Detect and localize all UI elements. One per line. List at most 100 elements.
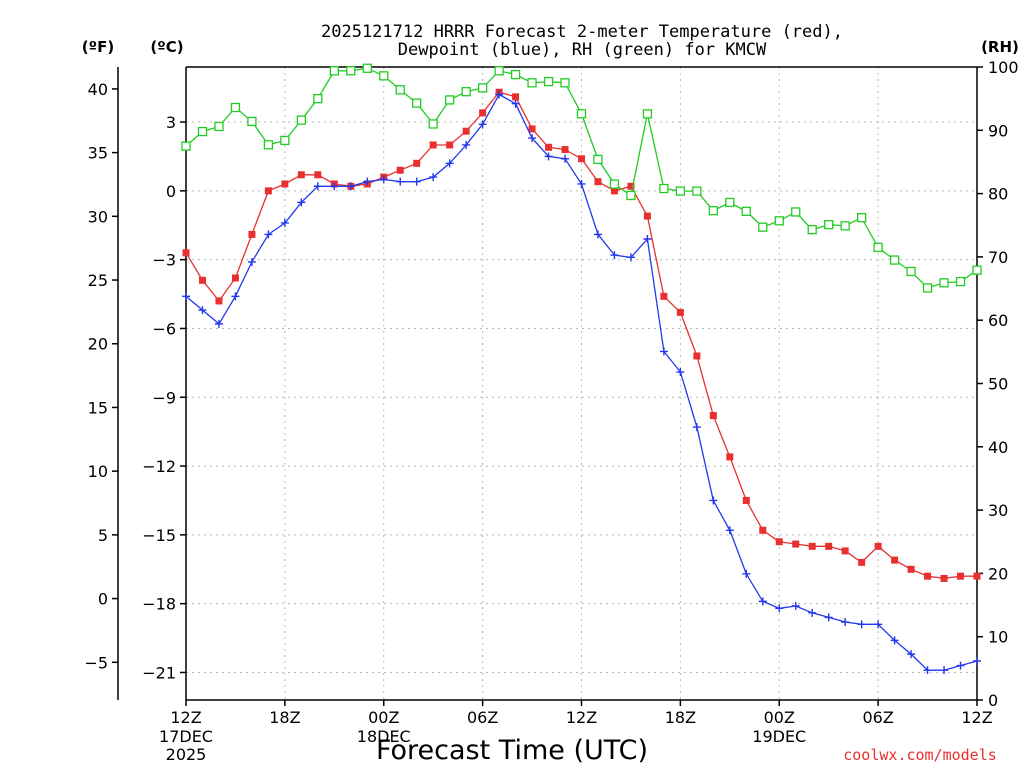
dewpoint-point — [940, 666, 949, 675]
dewpoint-point — [478, 120, 487, 129]
celsius-tick-label: 3 — [166, 113, 176, 132]
temperature-point — [446, 141, 454, 149]
rh-point — [445, 95, 455, 105]
celsius-tick-label: 0 — [166, 182, 176, 201]
rh-point — [758, 222, 768, 232]
fahrenheit-tick-label: 30 — [88, 207, 108, 226]
rh-point — [774, 216, 784, 226]
dewpoint-point — [973, 657, 981, 666]
rh-point — [362, 63, 372, 73]
dewpoint-point — [758, 597, 767, 606]
dewpoint-point — [363, 177, 372, 186]
dewpoint-point — [659, 347, 668, 356]
rh-point — [856, 213, 867, 223]
temperature-point — [775, 538, 783, 546]
rh-point — [939, 278, 949, 288]
rh-point — [477, 83, 488, 93]
rh-tick-label: 70 — [988, 248, 1008, 267]
temperature-point — [973, 572, 981, 580]
x-tick-label: 00Z — [368, 708, 399, 727]
dewpoint-point — [429, 173, 438, 182]
dewpoint-point — [528, 134, 537, 143]
x-date-label: 18DEC — [357, 727, 411, 746]
fahrenheit-tick-label: 35 — [88, 144, 108, 163]
axes: 30−3−6−9−12−15−18−214035302520151050−510… — [84, 58, 1018, 764]
rh-point — [197, 126, 208, 137]
dewpoint-point — [577, 179, 586, 188]
temperature-point — [561, 146, 569, 154]
temperature-point — [396, 166, 404, 174]
rh-tick-label: 20 — [988, 564, 1008, 583]
dewpoint-point — [198, 306, 207, 315]
temperature-point — [643, 212, 651, 220]
rh-point — [955, 276, 966, 287]
temperature-point — [314, 171, 322, 179]
rh-point — [576, 109, 587, 119]
rh-point — [708, 206, 718, 216]
rh-point — [873, 242, 883, 253]
dewpoint-point — [857, 620, 866, 629]
temperature-point — [215, 297, 223, 305]
fahrenheit-tick-label: 40 — [88, 80, 108, 99]
temperature-point — [610, 187, 618, 195]
series-rh — [181, 63, 982, 293]
chart-title-line1: 2025121712 HRRR Forecast 2-meter Tempera… — [321, 22, 843, 42]
fahrenheit-tick-label: −5 — [84, 653, 108, 672]
dewpoint-point — [808, 608, 817, 617]
rh-tick-label: 10 — [988, 628, 1008, 647]
temperature-point — [709, 412, 717, 420]
dewpoint-point — [346, 182, 355, 191]
rh-point — [840, 221, 850, 231]
temperature-point — [248, 230, 256, 238]
temperature-point — [940, 574, 948, 582]
x-tick-label: 00Z — [764, 708, 795, 727]
rh-point — [824, 219, 834, 230]
dewpoint-point — [182, 292, 190, 301]
dewpoint-point — [462, 140, 471, 149]
temperature-point — [907, 565, 915, 573]
series-dewpoint — [182, 90, 981, 675]
rh-tick-label: 50 — [988, 375, 1008, 394]
rh-point — [395, 85, 405, 95]
x-tick-label: 18Z — [269, 708, 300, 727]
dewpoint-point — [742, 569, 751, 578]
dewpoint-point — [626, 253, 635, 262]
credit-link[interactable]: coolwx.com/models — [843, 746, 997, 764]
dewpoint-point — [775, 604, 784, 613]
series-temperature — [182, 88, 981, 582]
dewpoint-point — [511, 99, 520, 108]
data-series — [181, 63, 982, 675]
x-date-label: 19DEC — [752, 727, 806, 746]
dewpoint-point — [313, 182, 322, 191]
temperature-point — [957, 572, 965, 580]
rh-point — [609, 179, 620, 189]
rh-point — [922, 283, 933, 293]
rh-point — [313, 94, 323, 104]
dewpoint-point — [841, 618, 850, 627]
dewpoint-point — [907, 650, 916, 659]
dewpoint-point — [544, 152, 553, 161]
rh-point — [181, 141, 191, 151]
temperature-point — [512, 93, 520, 101]
temperature-point — [693, 352, 701, 360]
rh-tick-label: 80 — [988, 185, 1008, 204]
rh-point — [247, 116, 257, 127]
fahrenheit-tick-label: 20 — [88, 335, 108, 354]
rh-point — [675, 186, 686, 196]
rh-point — [494, 66, 504, 76]
temperature-point — [182, 249, 190, 257]
rh-point — [379, 71, 389, 81]
temperature-point — [462, 127, 470, 135]
temperature-point — [594, 178, 602, 186]
x-tick-label: 06Z — [467, 708, 498, 727]
temperature-point — [479, 109, 487, 117]
dewpoint-point — [593, 230, 602, 239]
temperature-point — [676, 308, 684, 316]
rh-point — [593, 154, 603, 165]
rh-point — [527, 78, 537, 88]
rh-point — [510, 69, 521, 80]
dewpoint-point — [495, 90, 504, 99]
fahrenheit-tick-label: 0 — [98, 590, 108, 609]
